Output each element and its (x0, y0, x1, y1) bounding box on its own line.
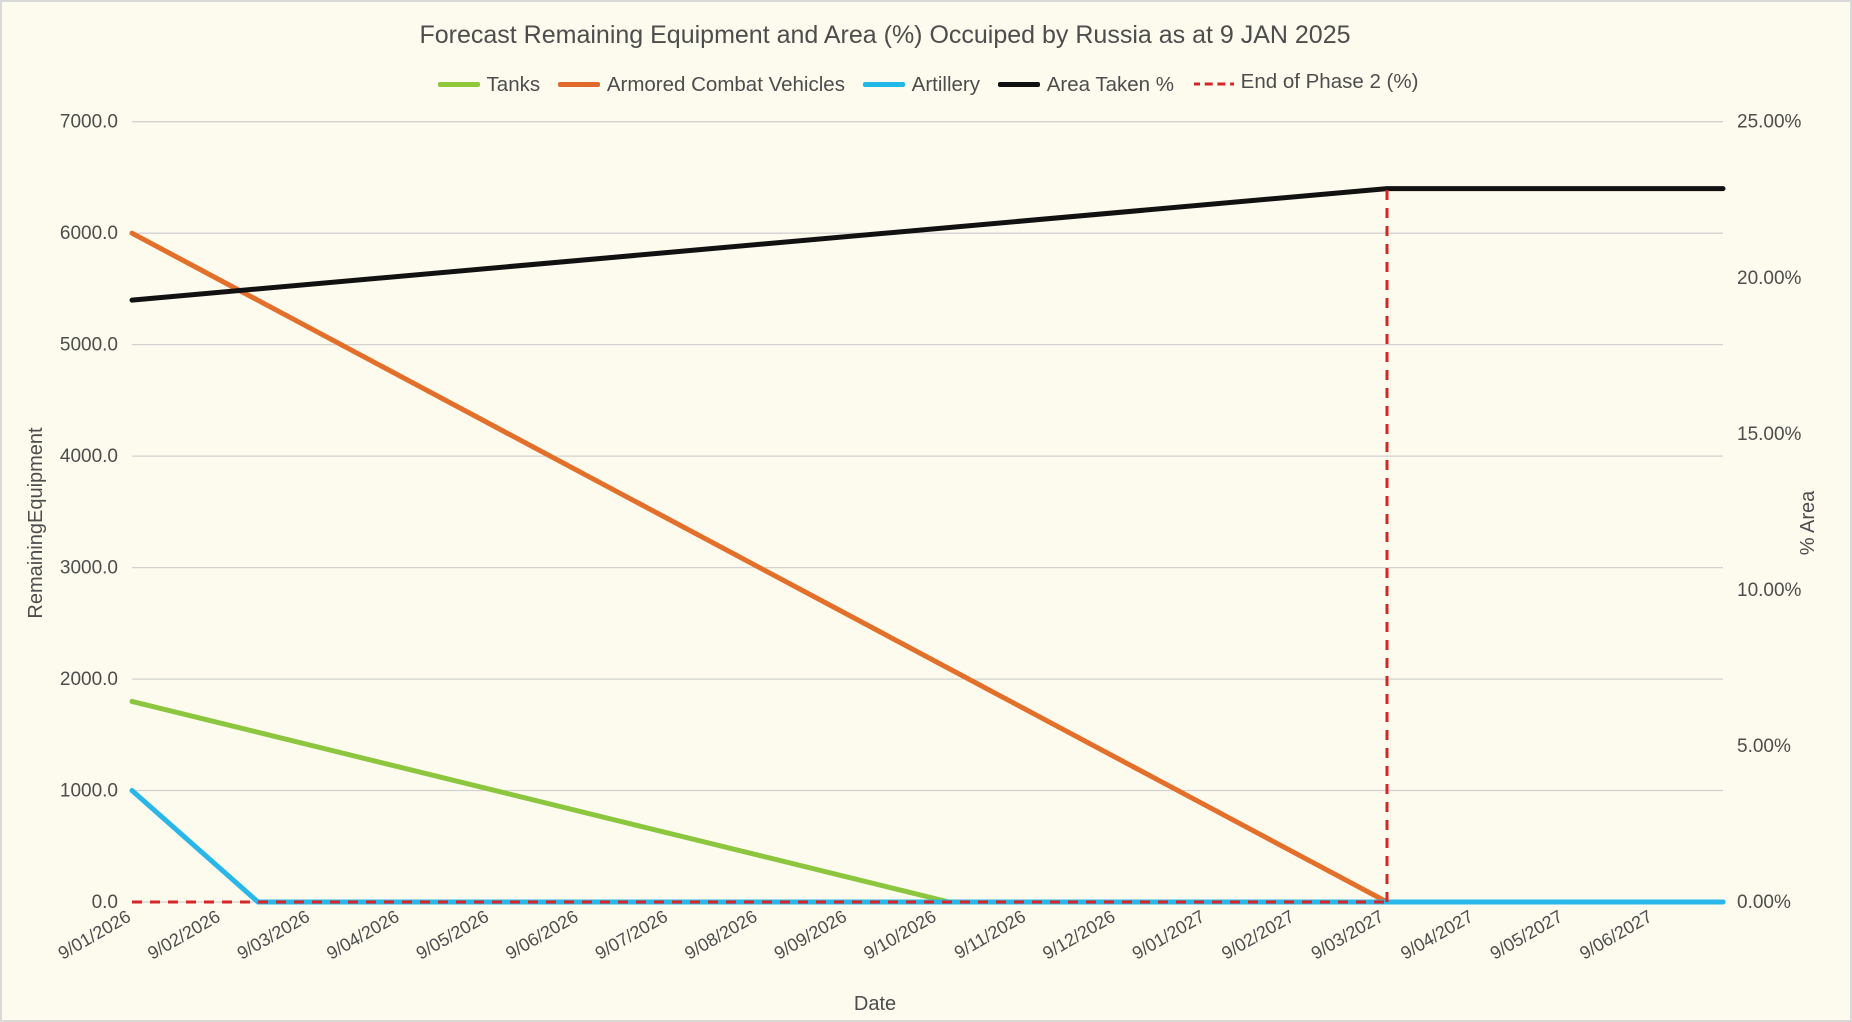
svg-text:20.00%: 20.00% (1737, 268, 1802, 289)
svg-text:9/05/2026: 9/05/2026 (413, 906, 492, 963)
svg-text:RemainingEquipment: RemainingEquipment (25, 427, 47, 619)
svg-text:6000.0: 6000.0 (60, 223, 118, 244)
svg-text:25.00%: 25.00% (1737, 112, 1802, 133)
svg-text:10.00%: 10.00% (1737, 580, 1802, 601)
svg-text:9/06/2027: 9/06/2027 (1576, 906, 1655, 963)
svg-text:9/03/2027: 9/03/2027 (1308, 906, 1387, 963)
svg-text:2000.0: 2000.0 (60, 669, 118, 690)
svg-text:9/11/2026: 9/11/2026 (951, 906, 1029, 963)
svg-text:9/05/2027: 9/05/2027 (1487, 906, 1566, 963)
svg-text:% Area: % Area (1797, 490, 1819, 555)
svg-text:9/01/2027: 9/01/2027 (1129, 906, 1208, 963)
svg-text:0.0: 0.0 (92, 892, 118, 913)
svg-text:9/09/2026: 9/09/2026 (771, 906, 850, 963)
svg-text:9/04/2027: 9/04/2027 (1397, 906, 1476, 963)
svg-text:3000.0: 3000.0 (60, 558, 118, 579)
svg-text:9/03/2026: 9/03/2026 (234, 906, 313, 963)
svg-text:9/12/2026: 9/12/2026 (1039, 906, 1118, 963)
svg-text:Date: Date (854, 993, 896, 1015)
svg-text:5.00%: 5.00% (1737, 736, 1791, 757)
svg-text:5000.0: 5000.0 (60, 335, 118, 356)
svg-text:9/10/2026: 9/10/2026 (860, 906, 939, 963)
svg-text:9/01/2026: 9/01/2026 (55, 906, 134, 963)
svg-text:9/07/2026: 9/07/2026 (592, 906, 671, 963)
svg-text:9/02/2026: 9/02/2026 (144, 906, 223, 963)
svg-text:9/02/2027: 9/02/2027 (1218, 906, 1297, 963)
svg-text:4000.0: 4000.0 (60, 446, 118, 467)
svg-text:15.00%: 15.00% (1737, 424, 1802, 445)
svg-text:7000.0: 7000.0 (60, 112, 118, 133)
svg-text:0.00%: 0.00% (1737, 892, 1791, 913)
svg-text:9/04/2026: 9/04/2026 (323, 906, 402, 963)
svg-text:1000.0: 1000.0 (60, 781, 118, 802)
svg-text:9/08/2026: 9/08/2026 (681, 906, 760, 963)
svg-text:9/06/2026: 9/06/2026 (502, 906, 581, 963)
